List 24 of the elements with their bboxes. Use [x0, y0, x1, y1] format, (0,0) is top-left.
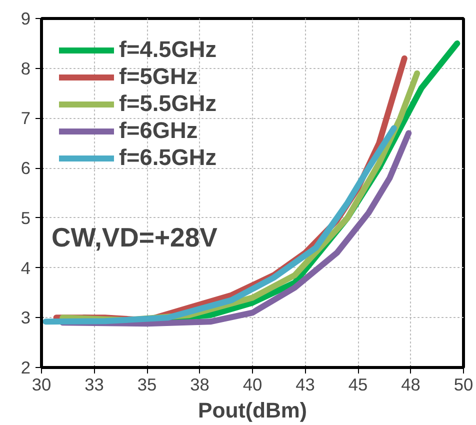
x-tick-label: 43 — [296, 374, 315, 394]
y-tick-label: 6 — [20, 158, 31, 178]
x-axis-title: Pout(dBm) — [198, 398, 307, 422]
x-tick-label: 33 — [84, 374, 104, 394]
y-tick-label: 9 — [20, 8, 31, 28]
x-tick-label: 50 — [454, 374, 474, 394]
y-tick-label: 7 — [20, 108, 31, 128]
legend-label: f=6GHz — [119, 117, 198, 144]
x-tick-label: 40 — [242, 374, 262, 394]
legend-label: f=6.5GHz — [119, 144, 217, 171]
y-tick-label: 4 — [20, 258, 31, 278]
annotation: CW,VD=+28V — [52, 222, 218, 252]
y-tick-label: 5 — [20, 208, 31, 228]
y-tick-label: 8 — [20, 58, 31, 78]
x-tick-label: 38 — [190, 374, 210, 394]
legend-label: f=5.5GHz — [119, 90, 217, 117]
x-tick-label: 45 — [348, 374, 368, 394]
y-tick-label: 3 — [20, 308, 31, 328]
legend-label: f=5GHz — [119, 63, 198, 90]
y-tick-label: 2 — [20, 358, 31, 378]
legend-label: f=4.5GHz — [119, 36, 217, 63]
x-tick-label: 48 — [401, 374, 420, 394]
x-tick-label: 30 — [32, 374, 52, 394]
x-tick-label: 35 — [137, 374, 157, 394]
